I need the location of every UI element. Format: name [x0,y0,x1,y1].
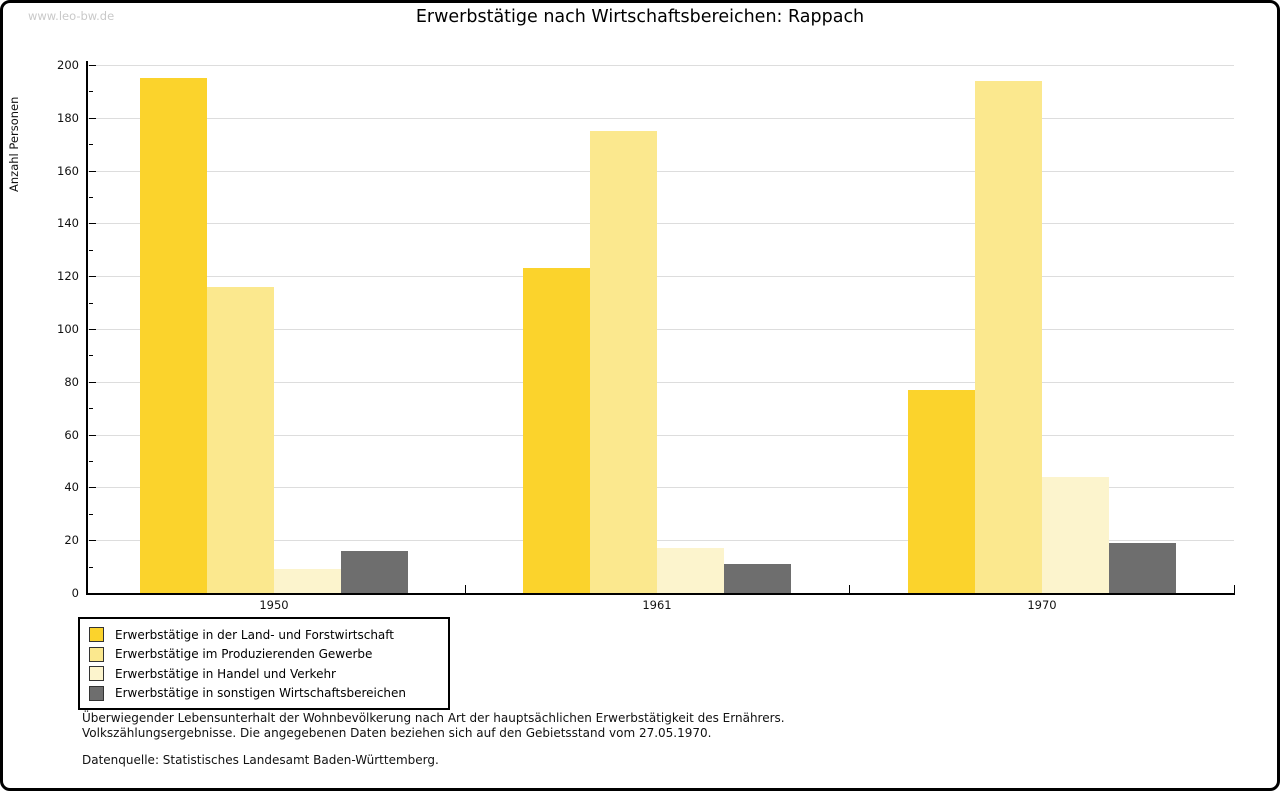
chart-title: Erwerbstätige nach Wirtschaftsbereichen:… [415,7,865,27]
bar-1961-series4 [724,564,791,593]
legend-label: Erwerbstätige in sonstigen Wirtschaftsbe… [115,686,407,701]
legend-item-3: Erwerbstätige in Handel und Verkehr [89,664,448,684]
gridline [88,170,1234,172]
bar-1950-series3 [274,569,341,593]
x-tick-label: 1970 [1027,598,1057,612]
y-tick-label: 0 [71,586,79,600]
x-tick-boundary [849,585,850,593]
gridline [88,117,1234,119]
legend-label: Erwerbstätige in Handel und Verkehr [115,666,336,681]
y-tick-label: 60 [64,427,79,442]
footer-note-line2: Volkszählungsergebnisse. Die angegebenen… [82,726,712,740]
y-tick-label: 120 [57,269,79,284]
y-tick-major [89,487,96,489]
legend-label: Erwerbstätige im Produzierenden Gewerbe [115,647,373,662]
bar-1961-series3 [657,548,724,593]
bar-1970-series4 [1109,543,1176,593]
y-tick-label: 140 [57,216,79,231]
gridline [88,65,1234,66]
y-tick-major [89,117,96,119]
footer-source: Datenquelle: Statistisches Landesamt Bad… [82,753,439,767]
y-tick-label: 180 [57,110,79,125]
y-tick-label: 20 [64,533,79,548]
legend-item-2: Erwerbstätige im Produzierenden Gewerbe [89,645,448,665]
bar-1950-series4 [341,551,408,593]
legend-item-4: Erwerbstätige in sonstigen Wirtschaftsbe… [89,684,448,704]
gridline [88,223,1234,225]
y-tick-major [89,381,96,383]
y-tick-major [89,276,96,278]
bar-1950-series2 [207,287,274,593]
y-axis-line [86,61,88,595]
bar-1970-series1 [908,390,975,593]
y-tick-label: 80 [64,374,79,389]
y-tick-minor [89,513,93,515]
y-tick-major [89,223,96,225]
footer-note: Überwiegender Lebensunterhalt der Wohnbe… [82,711,785,741]
bar-1970-series2 [975,81,1042,593]
y-tick-major [89,434,96,436]
y-tick-minor [89,91,93,93]
legend-swatch-icon [89,685,104,701]
gridline [88,540,1234,542]
y-tick-major [89,540,96,542]
y-tick-minor [89,144,93,146]
bar-1961-series1 [523,268,590,593]
legend-swatch-icon [89,646,104,662]
legend-label: Erwerbstätige in der Land- und Forstwirt… [115,627,394,642]
y-tick-minor [89,355,93,357]
y-tick-major [89,329,96,330]
legend-swatch-icon [89,627,104,643]
y-tick-minor [89,461,93,462]
y-tick-minor [89,302,93,304]
x-tick-boundary [1234,585,1235,593]
bar-1970-series3 [1042,477,1109,593]
watermark: www.leo-bw.de [28,9,115,23]
y-tick-major [89,65,96,66]
legend: Erwerbstätige in der Land- und Forstwirt… [78,617,450,710]
gridline [88,487,1234,489]
bar-1950-series1 [140,78,207,593]
x-tick-label: 1961 [642,598,672,612]
legend-swatch-icon [89,666,104,682]
footer-note-line1: Überwiegender Lebensunterhalt der Wohnbe… [82,711,785,725]
y-tick-minor [89,249,93,251]
x-axis-line [86,593,1235,595]
y-tick-label: 100 [57,322,79,336]
y-tick-label: 200 [57,58,79,72]
y-tick-label: 160 [57,163,79,178]
gridline [88,276,1234,278]
gridline [88,329,1234,330]
y-tick-minor [89,566,93,568]
y-tick-label: 40 [64,480,79,495]
legend-item-1: Erwerbstätige in der Land- und Forstwirt… [89,625,448,645]
y-axis-title: Anzahl Personen [7,96,21,192]
gridline [88,434,1234,436]
y-tick-minor [89,197,93,198]
x-tick-boundary [465,585,466,593]
y-tick-major [89,170,96,172]
gridline [88,381,1234,383]
x-tick-label: 1950 [259,598,289,612]
y-tick-minor [89,408,93,410]
bar-1961-series2 [590,131,657,593]
